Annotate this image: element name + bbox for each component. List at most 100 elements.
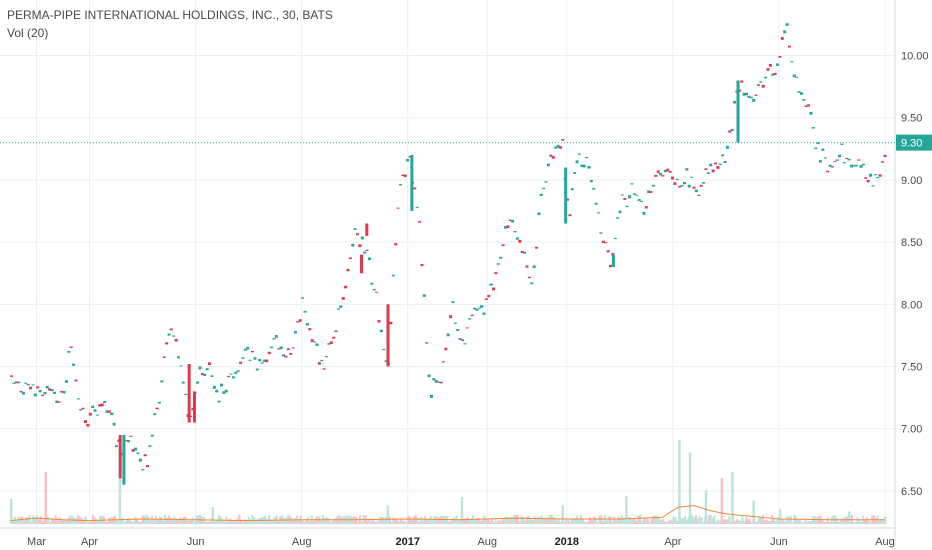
candle [93,409,97,412]
volume-bar [267,515,271,524]
candle [826,170,830,173]
candle [604,242,608,244]
candle [31,384,35,386]
volume-bar [665,521,668,524]
candle [320,359,324,362]
candle [503,226,507,229]
candle [623,197,627,200]
candle [370,282,374,285]
candle [618,210,622,214]
candle [29,386,33,390]
volume-bar [694,515,698,524]
volume-bar [277,520,280,524]
volume-bar [570,519,573,524]
candle [329,341,333,345]
volume-bar [869,521,872,524]
candle [878,174,882,177]
candle [365,223,369,236]
candle [568,214,572,217]
candle [177,356,181,359]
volume-bar [598,515,601,524]
grid [0,0,896,550]
volume-bar [501,519,505,524]
candle [721,154,725,157]
volume-bar [667,521,670,524]
volume-bar [752,500,755,524]
volume-bar [388,516,391,524]
candle [248,359,252,361]
candle [539,193,543,196]
x-tick-label: Aug [477,536,497,548]
candle [115,445,118,447]
volume-bar [366,520,369,524]
volume-bar [529,517,532,524]
volume-bar [525,516,529,524]
volume-bar [271,519,274,524]
candle [148,445,152,448]
candle [647,190,651,194]
volume-bar [301,519,304,524]
volume-bar [24,517,28,524]
volume-bar [655,515,659,524]
candle [690,176,694,178]
price-axis[interactable]: 6.50 7.00 7.50 8.00 8.50 9.00 9.50 10.00 [901,51,929,498]
volume-bar [221,519,224,524]
volume-bar [757,516,761,524]
candle [255,368,259,371]
last-price-label: 9.30 [901,138,922,150]
candle [74,379,78,382]
candle [336,308,340,310]
volume-bar [357,521,360,524]
volume-bar [39,515,42,524]
volume-bar [319,519,323,524]
candle [48,388,52,391]
candle [752,98,756,102]
candle [153,413,157,416]
volume-bar [654,515,657,524]
candle [358,244,362,248]
time-axis[interactable]: Mar Apr Jun Aug 2017 Aug 2018 Apr Jun Aug [27,536,895,548]
candle [861,163,865,166]
candle [527,276,531,279]
candle [260,362,264,364]
volume-bar [811,516,815,524]
candle [566,198,570,201]
candle [124,440,128,442]
candle [766,68,770,71]
candle [451,301,455,303]
candle [635,194,639,196]
volume-bar [211,507,215,524]
volume-bar [48,521,52,524]
candle [227,375,231,378]
volume-bar [563,521,566,524]
candle [549,154,553,157]
candle [570,188,574,191]
candle [274,335,278,338]
candle [873,174,877,176]
candle [840,143,844,145]
candle [730,128,734,132]
y-tick-label: 9.00 [901,175,922,187]
candle [725,145,729,149]
volume-bar [802,522,805,524]
candle [573,172,577,174]
volume-bar [65,519,68,524]
candle [795,76,799,78]
volume-bar [169,517,172,524]
candle [790,61,794,63]
candle [360,254,363,274]
volume-bar [633,517,636,524]
volume-bar [360,521,363,524]
volume-bar [15,519,18,524]
volume-bar [97,521,100,524]
volume-bar [297,519,300,524]
volume-bar [230,520,234,524]
volume-bar [204,522,208,524]
volume-bar [139,521,143,524]
x-tick-label: Jun [770,536,788,548]
volume-bar [377,518,380,524]
candle [747,95,751,98]
candle [12,382,16,384]
volume-bar [789,515,792,524]
